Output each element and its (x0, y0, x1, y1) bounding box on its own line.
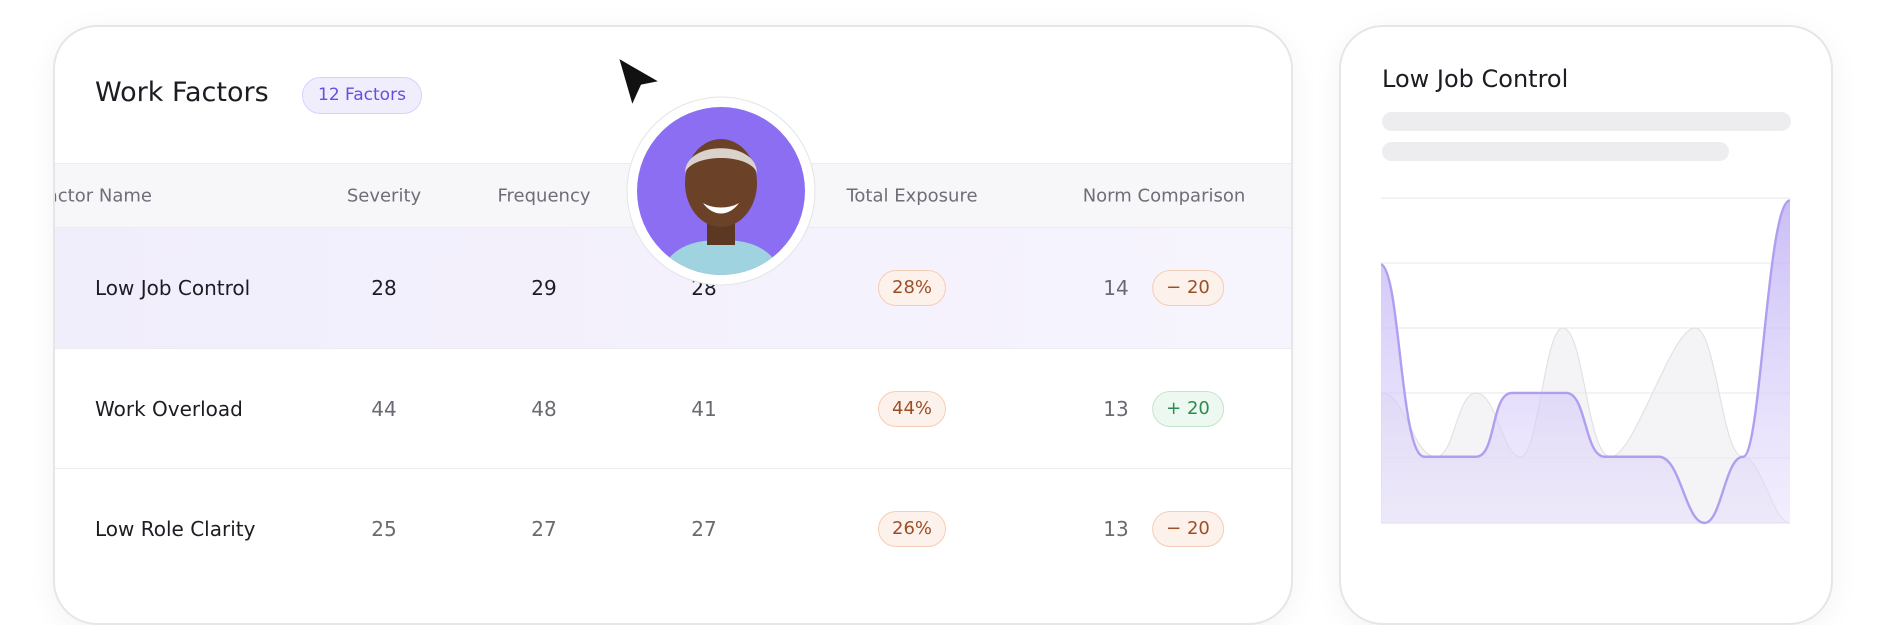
exposure-badge: 28% (877, 270, 947, 306)
column-header: Norm Comparison (1082, 185, 1246, 207)
factor-value: 48 (531, 397, 557, 421)
norm-delta-badge: + 20 (1152, 391, 1224, 427)
factor-value: 27 (691, 517, 717, 541)
trend-line (1381, 199, 1790, 525)
factor-value: 13 (1103, 517, 1129, 541)
factor-name: Low Role Clarity (95, 517, 256, 541)
trend-area (1381, 200, 1790, 523)
factor-name: Work Overload (95, 397, 243, 421)
factor-value: 28 (371, 276, 397, 300)
factor-value: 13 (1103, 397, 1129, 421)
skeleton-line (1382, 142, 1729, 161)
detail-card: Low Job Control (1339, 25, 1833, 625)
norm-delta-badge: − 20 (1152, 270, 1224, 306)
avatar (626, 96, 816, 286)
factor-value: 44 (371, 397, 397, 421)
column-header: Severity (346, 185, 422, 207)
factor-value: 25 (371, 517, 397, 541)
exposure-badge: 44% (877, 391, 947, 427)
factor-value: 14 (1103, 276, 1129, 300)
column-header: Total Exposure (846, 185, 978, 207)
factor-name: Low Job Control (95, 276, 251, 300)
column-header: Frequency (497, 185, 591, 207)
detail-title: Low Job Control (1382, 65, 1569, 93)
factor-value: 29 (531, 276, 557, 300)
norm-delta-badge: − 20 (1152, 511, 1224, 547)
page: Work Factors 12 Factors Factor Name Sever… (53, 25, 1833, 625)
skeleton-line (1382, 112, 1791, 131)
factor-value: 41 (691, 397, 717, 421)
table-row (55, 348, 1291, 469)
trend-chart (1381, 197, 1790, 525)
card-title: Work Factors (95, 77, 269, 108)
cursor (615, 54, 664, 110)
factor-count-badge: 12 Factors (302, 77, 422, 114)
column-header: Factor Name (55, 185, 152, 207)
exposure-badge: 26% (877, 511, 947, 547)
factor-value: 27 (531, 517, 557, 541)
